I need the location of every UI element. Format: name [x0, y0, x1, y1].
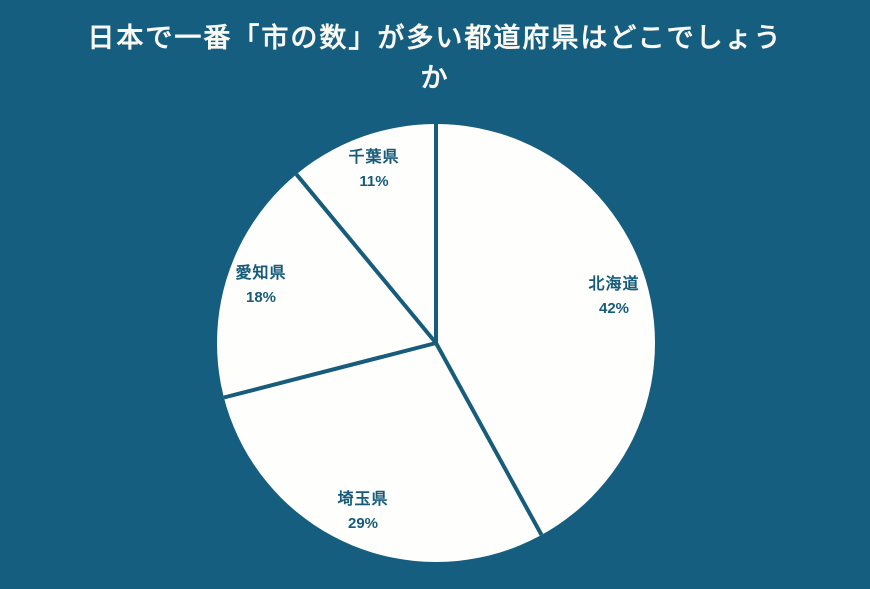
- title-line-2: か: [420, 63, 450, 93]
- slice-label: 北海道 42%: [588, 275, 639, 319]
- slice-label: 埼玉県 29%: [337, 490, 388, 534]
- slice-name: 北海道: [588, 276, 640, 293]
- slice-divider-line: [294, 173, 438, 345]
- title-line-1: 日本で一番「市の数」が多い都道府県はどこでしょう: [87, 23, 783, 53]
- slice-label: 愛知県 18%: [235, 264, 286, 308]
- slice-value: 29%: [347, 515, 379, 532]
- slice-divider-line: [223, 341, 437, 400]
- slice-label: 千葉県 11%: [348, 148, 399, 192]
- slice-value: 11%: [359, 173, 389, 190]
- slice-name: 埼玉県: [337, 491, 389, 508]
- slice-name: 千葉県: [348, 149, 400, 166]
- slice-value: 18%: [245, 289, 277, 306]
- slice-divider-line: [434, 342, 544, 536]
- slice-name: 愛知県: [235, 265, 287, 282]
- page-title: 日本で一番「市の数」が多い都道府県はどこでしょう か: [0, 18, 870, 98]
- slice-value: 42%: [598, 300, 630, 317]
